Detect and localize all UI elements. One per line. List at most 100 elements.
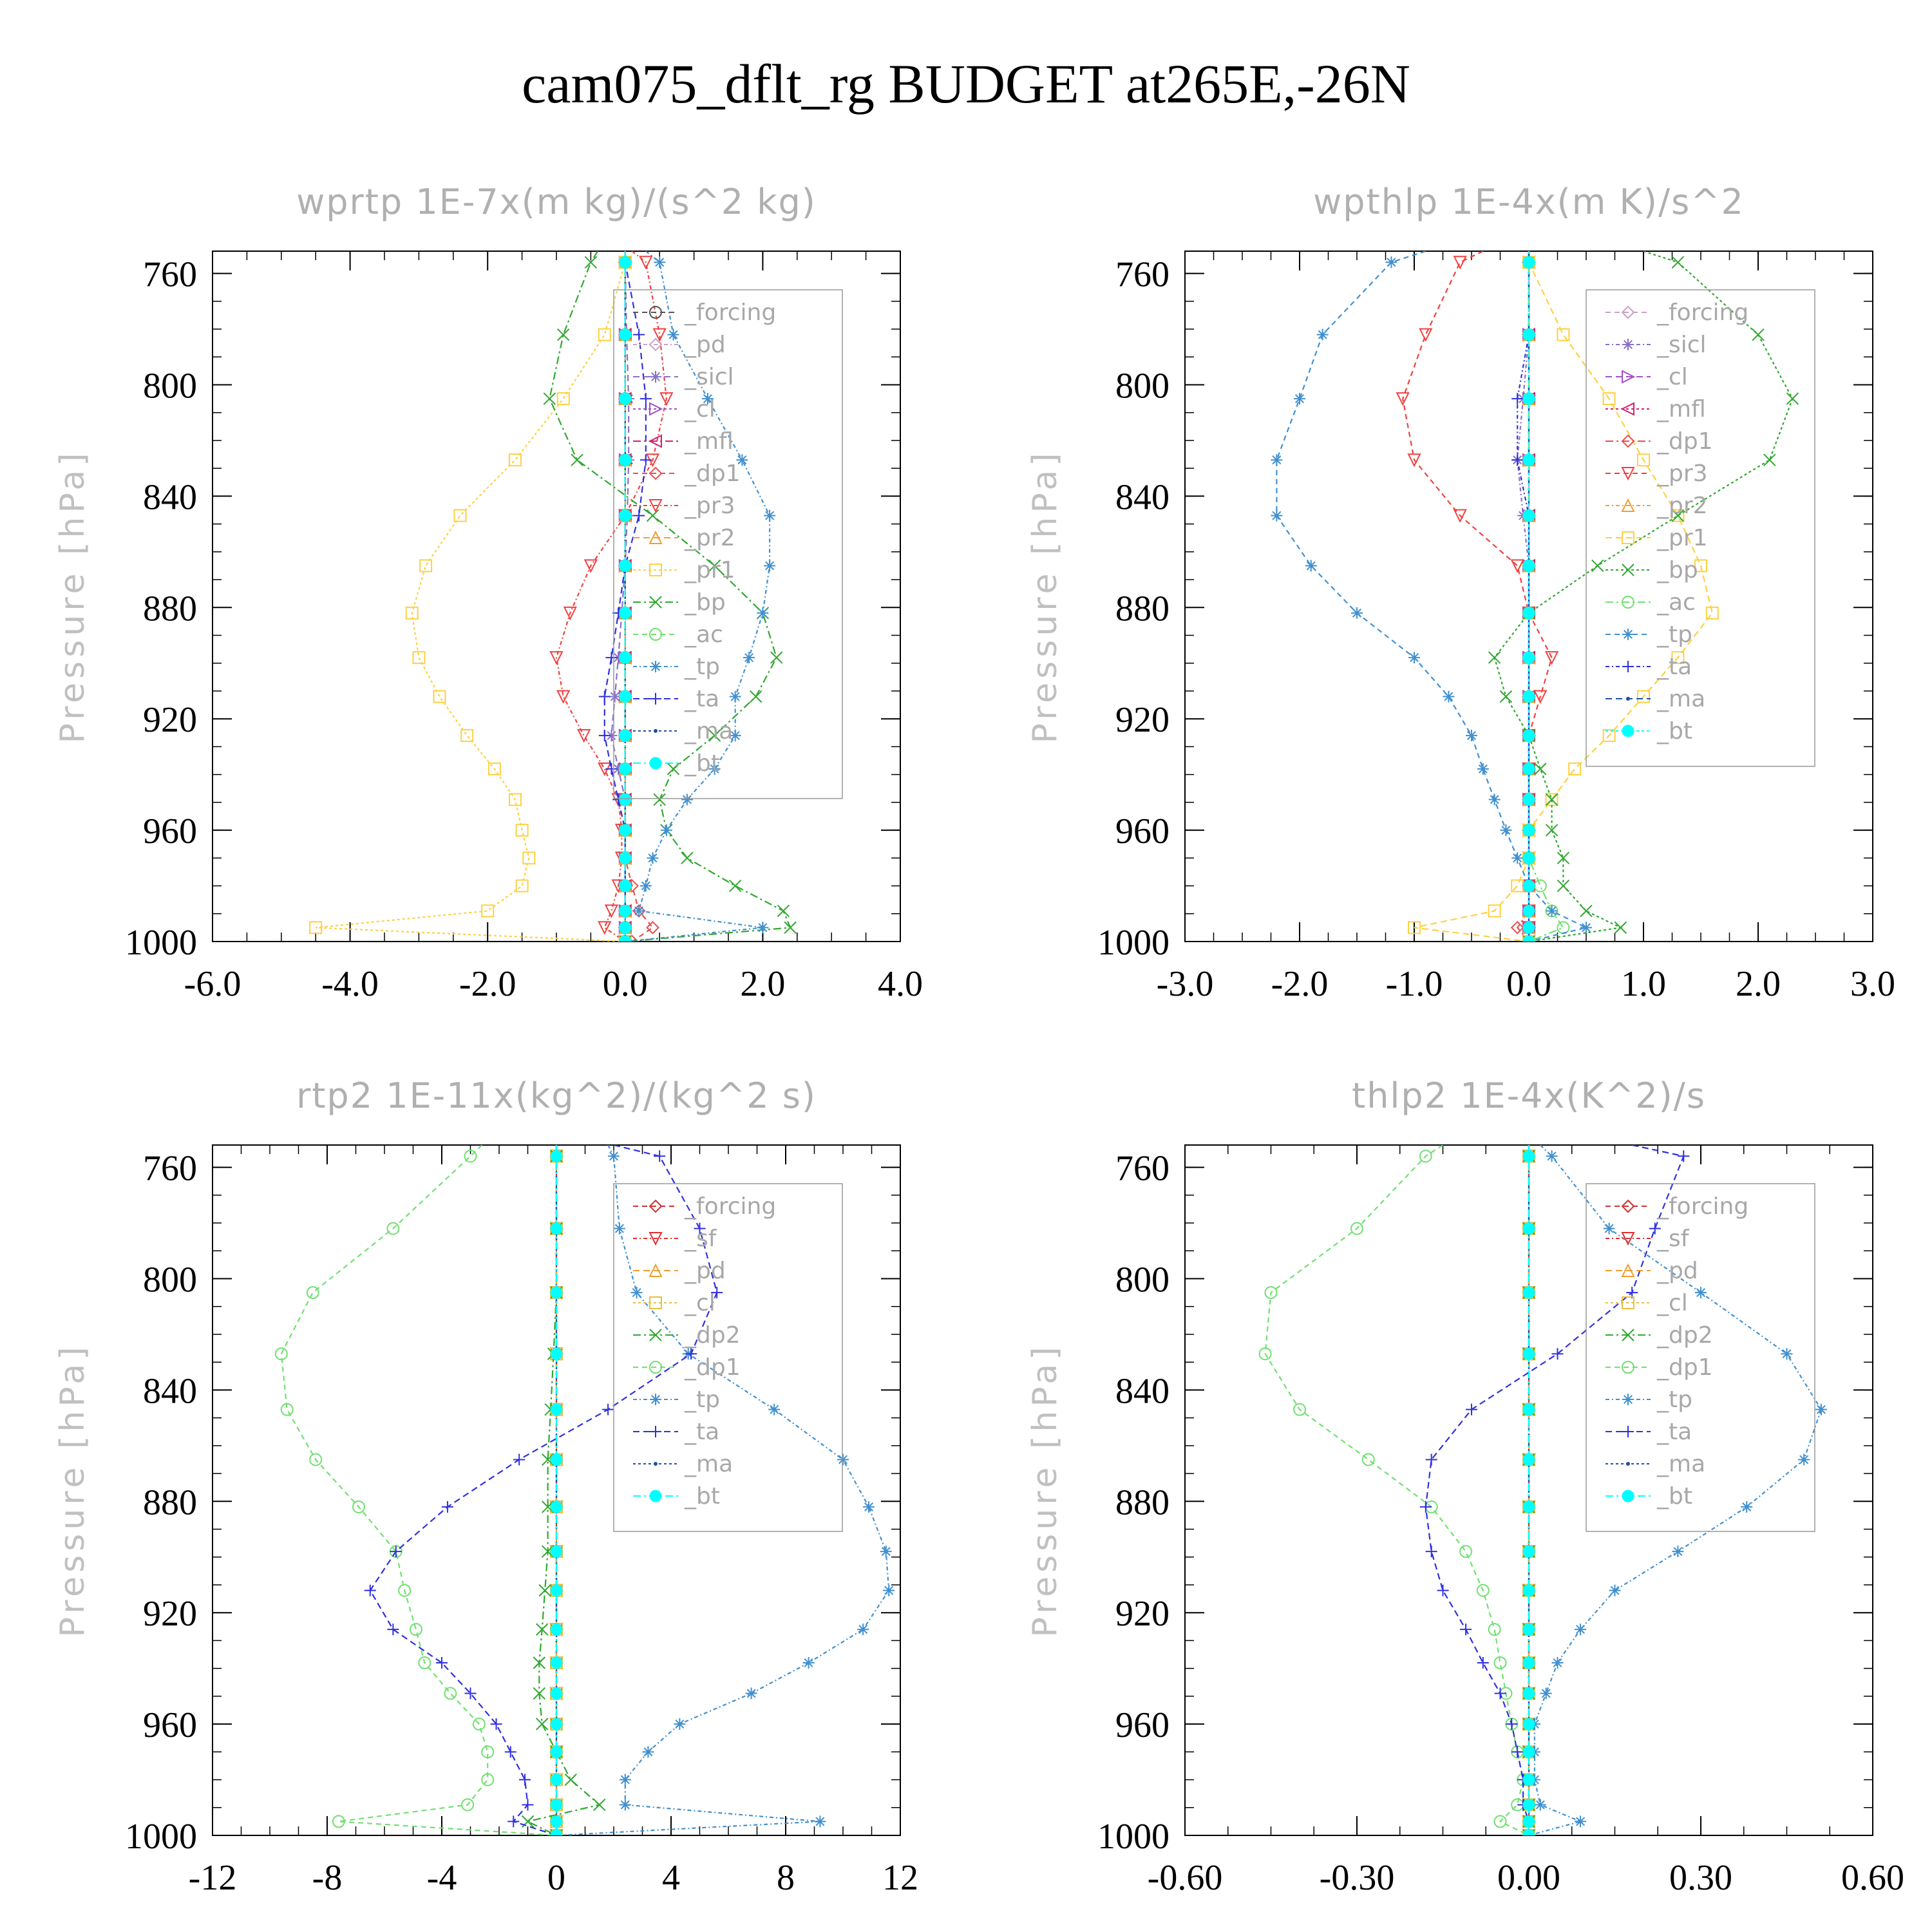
data-point bbox=[1522, 256, 1535, 269]
data-point bbox=[436, 1657, 448, 1669]
series-ac bbox=[1522, 251, 1570, 942]
legend-label: _bt bbox=[1656, 1483, 1692, 1510]
legend-label: _pr1 bbox=[1656, 525, 1708, 551]
data-point bbox=[1488, 793, 1501, 806]
data-point bbox=[488, 762, 501, 775]
data-point bbox=[777, 904, 790, 918]
legend-marker bbox=[648, 434, 662, 448]
data-point bbox=[708, 763, 721, 775]
series-line bbox=[1276, 251, 1589, 942]
data-point bbox=[533, 1687, 546, 1700]
data-point bbox=[750, 690, 762, 703]
data-point bbox=[550, 1745, 563, 1758]
y-tick-label: 840 bbox=[143, 1371, 197, 1411]
x-tick-label: 0.60 bbox=[1841, 1858, 1904, 1898]
legend-marker bbox=[1622, 1394, 1634, 1405]
legend-marker bbox=[649, 1490, 662, 1502]
data-point bbox=[1522, 793, 1535, 806]
legend-marker bbox=[1621, 1263, 1635, 1277]
panel-title: wpthlp 1E-4x(m K)/s^2 bbox=[1313, 182, 1745, 222]
x-tick-label: 0 bbox=[547, 1858, 565, 1898]
legend-label: _ta bbox=[1656, 654, 1692, 680]
legend-marker bbox=[1622, 339, 1634, 350]
data-point bbox=[490, 1718, 502, 1730]
series-bp bbox=[543, 251, 797, 942]
y-tick-label: 1000 bbox=[125, 1817, 197, 1857]
legend-marker bbox=[649, 564, 662, 576]
series-tp bbox=[1271, 251, 1592, 942]
data-point bbox=[711, 1287, 723, 1299]
series-line bbox=[549, 251, 791, 942]
data-point bbox=[306, 1286, 319, 1300]
data-point bbox=[550, 1623, 563, 1636]
series-bt bbox=[1522, 251, 1535, 942]
data-point bbox=[1510, 920, 1524, 934]
legend-marker bbox=[649, 530, 663, 544]
y-axis-label: Pressure [hPa] bbox=[53, 450, 92, 744]
data-point bbox=[619, 453, 632, 466]
y-tick-label: 1000 bbox=[1097, 923, 1170, 963]
data-point bbox=[386, 1222, 400, 1235]
series-pr3 bbox=[1396, 251, 1559, 942]
data-point bbox=[584, 256, 598, 269]
data-point bbox=[1568, 762, 1582, 775]
data-point bbox=[605, 763, 618, 775]
y-tick-label: 920 bbox=[143, 700, 197, 740]
legend-marker bbox=[1626, 1462, 1630, 1466]
data-point bbox=[768, 1403, 781, 1416]
data-point bbox=[619, 921, 632, 934]
data-point bbox=[619, 729, 632, 742]
data-point bbox=[619, 392, 632, 405]
data-point bbox=[1522, 1623, 1535, 1636]
series-line bbox=[1414, 251, 1713, 942]
series-line bbox=[555, 251, 667, 942]
data-point bbox=[515, 824, 529, 837]
series-bt bbox=[1522, 1145, 1535, 1835]
data-point bbox=[556, 328, 570, 341]
data-point bbox=[1671, 651, 1685, 665]
data-point bbox=[543, 392, 556, 405]
data-point bbox=[1575, 1624, 1587, 1636]
y-tick-label: 760 bbox=[143, 255, 197, 295]
legend-marker bbox=[1621, 434, 1635, 448]
data-point bbox=[1493, 1656, 1507, 1669]
data-point bbox=[364, 1584, 376, 1596]
panel-title: wprtp 1E-7x(m kg)/(s^2 kg) bbox=[296, 182, 817, 222]
legend-marker bbox=[1621, 1232, 1635, 1246]
data-point bbox=[667, 328, 679, 341]
legend-label: _sf bbox=[684, 1226, 717, 1252]
x-tick-label: -2.0 bbox=[459, 964, 516, 1004]
data-point bbox=[1781, 1348, 1793, 1360]
plot-area bbox=[274, 1145, 895, 1835]
legend-label: _forcing bbox=[1656, 1193, 1748, 1220]
x-tick-label: 12 bbox=[882, 1858, 918, 1898]
x-tick-label: -2.0 bbox=[1271, 964, 1329, 1004]
legend-label: _forcing bbox=[1656, 299, 1748, 326]
legend-label: _ma bbox=[684, 1451, 733, 1477]
data-point bbox=[654, 256, 666, 269]
legend-marker bbox=[1622, 1361, 1634, 1374]
legend-label: _mfl bbox=[684, 428, 734, 455]
data-point bbox=[481, 904, 495, 918]
series-ta bbox=[1511, 251, 1535, 942]
data-point bbox=[857, 1624, 869, 1636]
legend-marker bbox=[649, 596, 662, 609]
data-point bbox=[444, 1687, 457, 1700]
data-point bbox=[743, 652, 755, 664]
data-point bbox=[1522, 1403, 1535, 1416]
data-point bbox=[309, 1453, 323, 1466]
legend-marker bbox=[1626, 697, 1630, 701]
data-point bbox=[508, 453, 522, 467]
data-point bbox=[1271, 454, 1283, 466]
data-point bbox=[681, 793, 693, 806]
x-tick-label: -12 bbox=[189, 1858, 237, 1898]
data-point bbox=[883, 1584, 895, 1596]
data-point bbox=[1453, 256, 1467, 270]
data-point bbox=[1258, 1347, 1272, 1361]
data-point bbox=[728, 879, 742, 893]
data-point bbox=[1551, 1348, 1564, 1360]
series-pr3 bbox=[549, 251, 674, 942]
data-point bbox=[550, 1718, 563, 1730]
legend-label: _dp1 bbox=[684, 1354, 741, 1381]
legend-label: _bt bbox=[684, 1483, 720, 1510]
